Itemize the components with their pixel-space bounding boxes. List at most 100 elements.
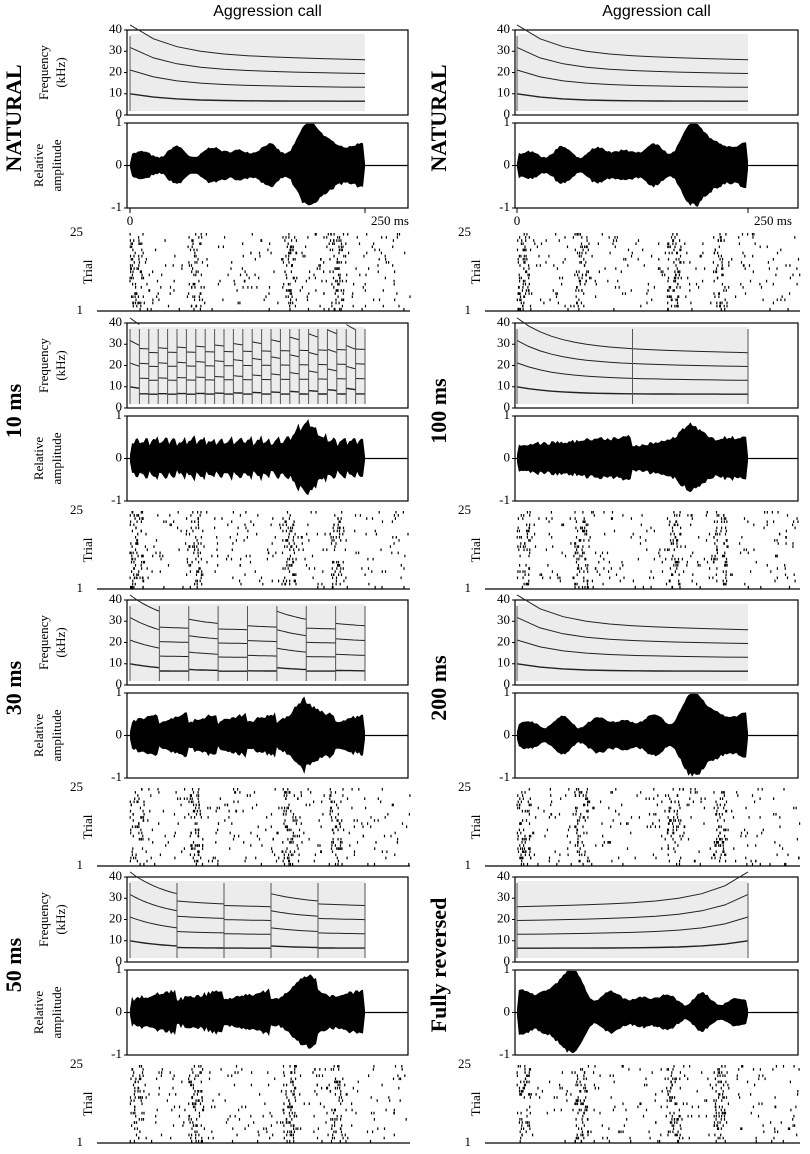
frequency-axis-label: (kHz) xyxy=(53,904,68,934)
condition-label: NATURAL xyxy=(1,64,26,171)
harmonic xyxy=(516,893,749,921)
amplitude-tick-label: -1 xyxy=(111,199,122,214)
trial-tick-label: 25 xyxy=(70,779,83,794)
frequency-tick-label: 0 xyxy=(504,106,511,121)
harmonic xyxy=(516,46,749,74)
spectrogram-noise xyxy=(130,881,365,958)
frequency-tick-label: 30 xyxy=(497,42,510,57)
harmonic xyxy=(516,93,748,102)
harmonic xyxy=(516,362,749,381)
frequency-tick-label: 10 xyxy=(109,378,122,393)
trial-tick-label: 1 xyxy=(77,857,84,872)
frequency-tick-label: 40 xyxy=(109,591,122,606)
frequency-tick-label: 0 xyxy=(116,399,123,414)
harmonic xyxy=(516,339,749,367)
frequency-tick-label: 10 xyxy=(497,932,510,947)
amplitude-tick-label: 1 xyxy=(116,407,123,422)
amplitude-tick-label: 0 xyxy=(116,449,123,464)
harmonic xyxy=(129,940,365,949)
amplitude-tick-label: 0 xyxy=(116,156,123,171)
harmonic xyxy=(516,317,749,354)
harmonic xyxy=(129,362,365,381)
frequency-tick-label: 0 xyxy=(116,106,123,121)
trial-tick-label: 25 xyxy=(458,779,471,794)
frequency-axis-label: (kHz) xyxy=(53,627,68,657)
harmonic xyxy=(129,871,366,908)
harmonic xyxy=(129,663,365,672)
trial-axis-label: Trial xyxy=(468,259,483,284)
amplitude-axis-label: Relative xyxy=(31,714,46,758)
harmonic xyxy=(129,639,366,658)
frequency-tick-label: 10 xyxy=(109,655,122,670)
amplitude-axis-label: amplitude xyxy=(49,139,64,191)
harmonic xyxy=(516,69,749,88)
raster xyxy=(516,788,801,866)
frequency-tick-label: 40 xyxy=(497,21,510,36)
raster xyxy=(129,511,409,589)
amplitude-tick-label: 0 xyxy=(116,726,123,741)
frequency-tick-label: 30 xyxy=(497,335,510,350)
trial-axis-label: Trial xyxy=(468,1091,483,1116)
trial-tick-label: 1 xyxy=(465,580,472,595)
harmonic xyxy=(129,594,366,631)
trial-tick-label: 1 xyxy=(77,302,84,317)
harmonic xyxy=(516,639,749,658)
frequency-tick-label: 30 xyxy=(109,335,122,350)
amplitude-tick-label: -1 xyxy=(111,492,122,507)
harmonic xyxy=(129,24,366,61)
time-tick-label: 250 ms xyxy=(371,213,409,228)
frequency-tick-label: 40 xyxy=(497,314,510,329)
trial-tick-label: 1 xyxy=(465,1134,472,1149)
raster xyxy=(129,1065,407,1143)
amplitude-tick-label: -1 xyxy=(111,769,122,784)
frequency-tick-label: 30 xyxy=(109,612,122,627)
frequency-tick-label: 10 xyxy=(109,85,122,100)
amplitude-axis-label: Relative xyxy=(31,144,46,188)
harmonic xyxy=(516,386,748,395)
trial-tick-label: 1 xyxy=(77,1134,84,1149)
frequency-tick-label: 30 xyxy=(109,889,122,904)
trial-tick-label: 1 xyxy=(465,302,472,317)
harmonic xyxy=(516,616,749,644)
harmonic xyxy=(516,663,748,672)
amplitude-tick-label: 1 xyxy=(504,114,511,129)
harmonic xyxy=(129,69,366,88)
amplitude-axis-label: Relative xyxy=(31,991,46,1035)
frequency-axis-label: Frequency xyxy=(36,615,51,670)
frequency-tick-label: 20 xyxy=(497,356,510,371)
condition-label: 10 ms xyxy=(1,383,26,438)
amplitude-tick-label: -1 xyxy=(499,199,510,214)
frequency-tick-label: 0 xyxy=(116,676,123,691)
condition-label: NATURAL xyxy=(426,64,451,171)
harmonic xyxy=(129,339,365,367)
amplitude-tick-label: 0 xyxy=(116,1003,123,1018)
amplitude-tick-label: -1 xyxy=(499,492,510,507)
frequency-tick-label: 20 xyxy=(497,63,510,78)
frequency-tick-label: 20 xyxy=(109,356,122,371)
trial-axis-label: Trial xyxy=(80,537,95,562)
trial-tick-label: 25 xyxy=(458,1056,471,1071)
amplitude-tick-label: -1 xyxy=(111,1046,122,1061)
amplitude-tick-label: 0 xyxy=(504,726,511,741)
trial-axis-label: Trial xyxy=(468,814,483,839)
waveform xyxy=(130,696,365,774)
time-tick-label: 250 ms xyxy=(754,213,792,228)
waveform xyxy=(130,419,365,496)
amplitude-tick-label: 1 xyxy=(116,114,123,129)
frequency-tick-label: 30 xyxy=(497,612,510,627)
amplitude-tick-label: 0 xyxy=(504,1003,511,1018)
frequency-tick-label: 40 xyxy=(497,591,510,606)
raster xyxy=(516,233,801,311)
harmonic xyxy=(516,916,749,935)
harmonic xyxy=(517,940,749,949)
amplitude-tick-label: -1 xyxy=(499,1046,510,1061)
frequency-tick-label: 30 xyxy=(109,42,122,57)
trial-tick-label: 1 xyxy=(465,857,472,872)
frequency-tick-label: 20 xyxy=(497,633,510,648)
waveform xyxy=(517,970,748,1054)
trial-axis-label: Trial xyxy=(80,814,95,839)
column-header: Aggression call xyxy=(602,3,711,20)
frequency-tick-label: 20 xyxy=(109,910,122,925)
amplitude-tick-label: 1 xyxy=(504,961,511,976)
frequency-tick-label: 0 xyxy=(504,953,511,968)
